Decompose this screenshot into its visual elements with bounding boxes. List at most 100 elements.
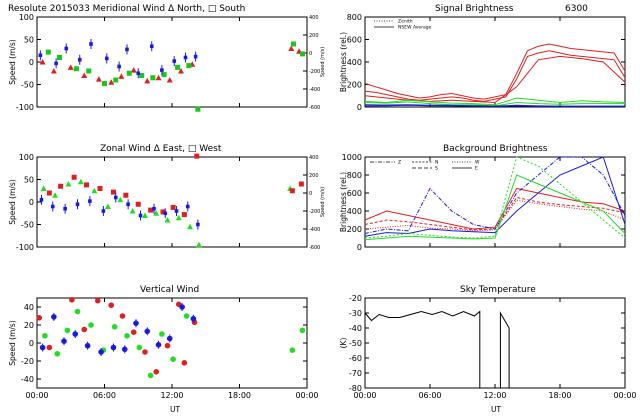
meridional-point-north	[118, 73, 125, 79]
meridional-point-north	[50, 68, 57, 74]
signal-ylabel: Brightness (rel.)	[339, 32, 348, 92]
zonal-wind-title: Zonal Wind Δ East, □ West	[100, 144, 222, 154]
zonal-point-zenith	[196, 222, 200, 227]
meridional-point-south	[139, 73, 145, 78]
zonal-right-ytick-label: 0	[309, 191, 312, 197]
zonal-right-ytick-label: 200	[309, 173, 319, 179]
zonal-point-zenith	[185, 204, 190, 209]
zonal-point-west	[170, 204, 176, 210]
zonal-point-zenith	[88, 199, 92, 203]
vertical-xtick-label: 06:00	[93, 391, 116, 400]
meridional-point-zenith	[104, 56, 109, 61]
meridional-point-south	[102, 81, 107, 87]
zonal-point-west	[111, 189, 116, 195]
vertical-point-green	[88, 322, 94, 328]
sky-ylabel: (K)	[339, 338, 348, 349]
meridional-wind-title: Resolute 2015033 Meridional Wind Δ North…	[8, 4, 245, 14]
background-ytick-label: 0	[357, 243, 362, 252]
background-ylabel: Brightness (rel.)	[339, 172, 348, 232]
zonal-point-east	[129, 208, 136, 214]
sky-xtick-label: 00:00	[613, 391, 636, 400]
signal-ytick-label: 400	[347, 58, 362, 67]
vertical-point-green	[124, 333, 130, 339]
meridional-point-zenith	[183, 55, 188, 60]
vertical-point-blue	[179, 304, 185, 310]
sky-xlabel: UT	[491, 405, 501, 414]
meridional-point-zenith	[160, 68, 164, 72]
vertical-point-green	[42, 333, 48, 339]
vertical-xtick-label: 00:00	[295, 391, 318, 400]
plot-area: -100-50050100-600-400-2000200400-100-500…	[16, 13, 637, 400]
zonal-point-west	[181, 212, 187, 218]
merid-ylabel: Speed (m/s)	[8, 39, 17, 85]
vertical-panel: 00:00 06:00 12:00 18:00 00:00 -40 -20 0 20 40	[21, 297, 319, 400]
vertical-point-green	[170, 356, 176, 363]
vertical-point-green	[54, 351, 61, 357]
meridional-point-north	[130, 67, 137, 73]
vertical-point-red	[46, 344, 53, 351]
meridional-point-zenith	[89, 42, 93, 46]
vertical-point-green	[111, 324, 118, 330]
vertical-ytick-label: 0	[29, 339, 34, 348]
background-series-line	[364, 199, 626, 232]
vertical-point-red	[119, 313, 126, 319]
zonal-right-ytick-label: 400	[309, 155, 319, 161]
signal-series-line	[364, 97, 626, 106]
zonal-right-ytick-label: -600	[309, 245, 320, 251]
vertical-point-green	[299, 327, 306, 334]
zonal-point-east	[142, 212, 148, 218]
meridional-ytick-label: 100	[19, 13, 34, 22]
zonal-point-zenith	[113, 195, 118, 200]
background-ytick-label: 600	[347, 189, 362, 198]
sky-xtick-label: 00:00	[353, 391, 376, 400]
vertical-point-blue	[133, 320, 139, 327]
background-series-line	[364, 156, 626, 239]
meridional-point-zenith	[117, 64, 121, 69]
vertical-point-red	[164, 342, 171, 349]
vertical-point-blue	[166, 335, 173, 342]
zonal-point-zenith	[50, 204, 55, 209]
zonal-point-east	[196, 241, 202, 248]
meridional-right-ytick-label: -400	[309, 87, 320, 93]
vertical-point-red	[94, 297, 101, 304]
zonal-point-zenith	[63, 206, 67, 211]
vertical-point-blue	[84, 342, 91, 349]
sky-xtick-label: 18:00	[548, 391, 571, 400]
zonal-point-west	[194, 153, 200, 159]
meridional-point-south	[73, 66, 79, 72]
meridional-point-south	[186, 63, 192, 69]
sky-ytick-label: -50	[349, 339, 362, 348]
meridional-point-zenith	[193, 54, 198, 59]
vertical-point-blue	[51, 314, 57, 320]
meridional-frame	[36, 16, 308, 108]
sky-xtick-label: 12:00	[483, 391, 506, 400]
meridional-panel: -100 -50 0 50 100 -600 -400 -200 0 200 400	[16, 13, 321, 112]
meridional-point-zenith	[77, 57, 82, 62]
meridional-point-north	[39, 59, 46, 65]
zonal-point-west	[84, 182, 89, 188]
vertical-ytick-label: -20	[21, 357, 34, 366]
background-brightness-title: Background Brightness	[443, 144, 548, 154]
zonal-ytick-label: 100	[19, 153, 34, 162]
signal-ytick-label: 600	[347, 36, 362, 45]
vertical-point-blue	[39, 344, 46, 351]
meridional-right-ytick-label: -600	[309, 105, 320, 111]
vertical-ytick-label: 20	[24, 321, 34, 330]
vertical-point-blue	[155, 342, 162, 348]
meridional-point-north	[144, 77, 151, 84]
bg-legend-z: Z	[398, 160, 401, 166]
zonal-ytick-label: -50	[21, 221, 34, 230]
sky-ytick-label: -80	[349, 384, 362, 393]
meridional-point-north	[95, 76, 102, 82]
meridional-point-zenith	[172, 59, 177, 63]
zonal-point-east	[91, 187, 98, 194]
signal-panel: 0 200 400 600 800	[347, 13, 626, 112]
sky-ytick-label: -70	[349, 369, 362, 378]
meridional-point-north	[288, 45, 295, 51]
meridional-point-north	[108, 79, 115, 85]
meridional-ytick-label: 0	[29, 58, 34, 67]
background-series-line	[364, 187, 626, 230]
zonal-point-west	[289, 188, 295, 194]
zonal-point-zenith	[163, 211, 168, 216]
signal-series-line	[364, 50, 626, 102]
